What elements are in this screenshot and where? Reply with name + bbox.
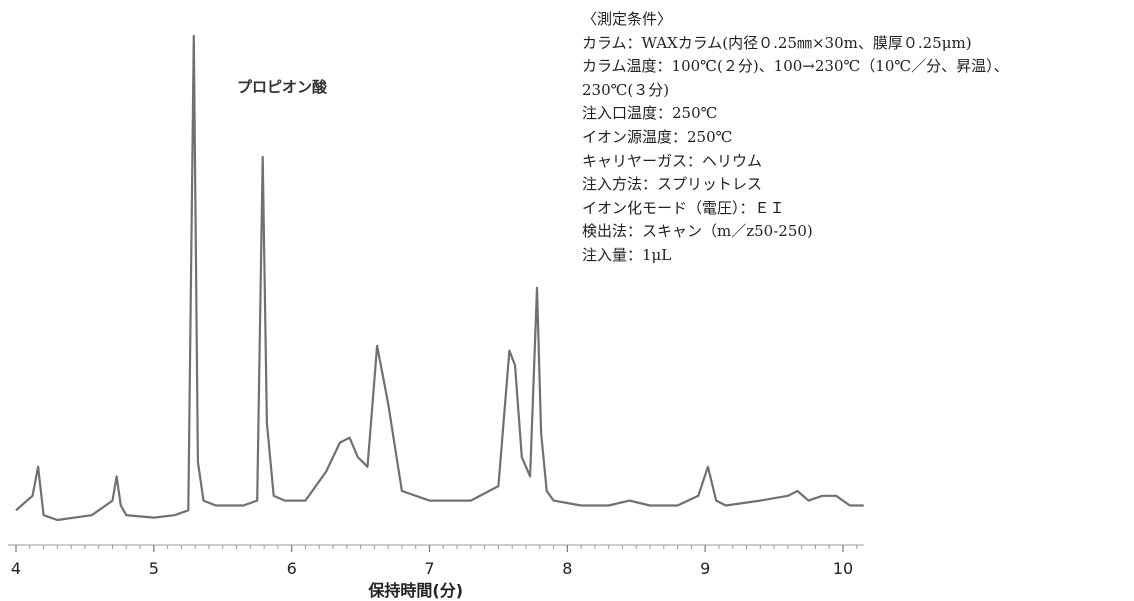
x-tick-label: 8 (562, 559, 572, 578)
condition-ion-source-temperature: イオン源温度：250℃ (582, 127, 733, 146)
x-tick-label: 6 (287, 559, 297, 578)
conditions-title: 〈測定条件〉 (582, 10, 673, 28)
condition-column: カラム：WAXカラム(内径０.25㎜×30m、膜厚０.25μm) (582, 33, 972, 52)
x-axis-major-ticks: 4 5 6 7 8 9 10 (11, 545, 853, 578)
x-tick-label: 9 (700, 559, 710, 578)
x-axis-minor-ticks (29, 545, 858, 549)
peak-annotation: プロピオン酸 (237, 78, 328, 96)
condition-column-temperature-cont: 230℃(３分) (582, 80, 670, 99)
x-axis-title: 保持時間(分) (367, 581, 463, 600)
x-tick-label: 5 (149, 559, 159, 578)
x-tick-label: 10 (833, 559, 853, 578)
condition-detection-method: 検出法：スキャン（m／z50-250) (582, 222, 813, 241)
chromatogram-trace-group (15, 34, 864, 522)
condition-carrier-gas: キャリヤーガス：ヘリウム (582, 151, 763, 170)
chromatogram-trace (15, 34, 864, 522)
condition-inlet-temperature: 注入口温度：250℃ (582, 104, 718, 123)
condition-ionization-mode: イオン化モード（電圧）：ＥＩ (582, 198, 785, 217)
condition-column-temperature: カラム温度：100℃(２分)、100→230℃（10℃／分、昇温）、 (582, 57, 1009, 76)
condition-injection-volume: 注入量：1μL (582, 245, 672, 264)
x-tick-label: 4 (11, 559, 21, 578)
condition-injection-method: 注入方法：スプリットレス (582, 175, 763, 194)
x-tick-label: 7 (424, 559, 434, 578)
measurement-conditions: 〈測定条件〉 カラム：WAXカラム(内径０.25㎜×30m、膜厚０.25μm) … (582, 8, 1127, 268)
